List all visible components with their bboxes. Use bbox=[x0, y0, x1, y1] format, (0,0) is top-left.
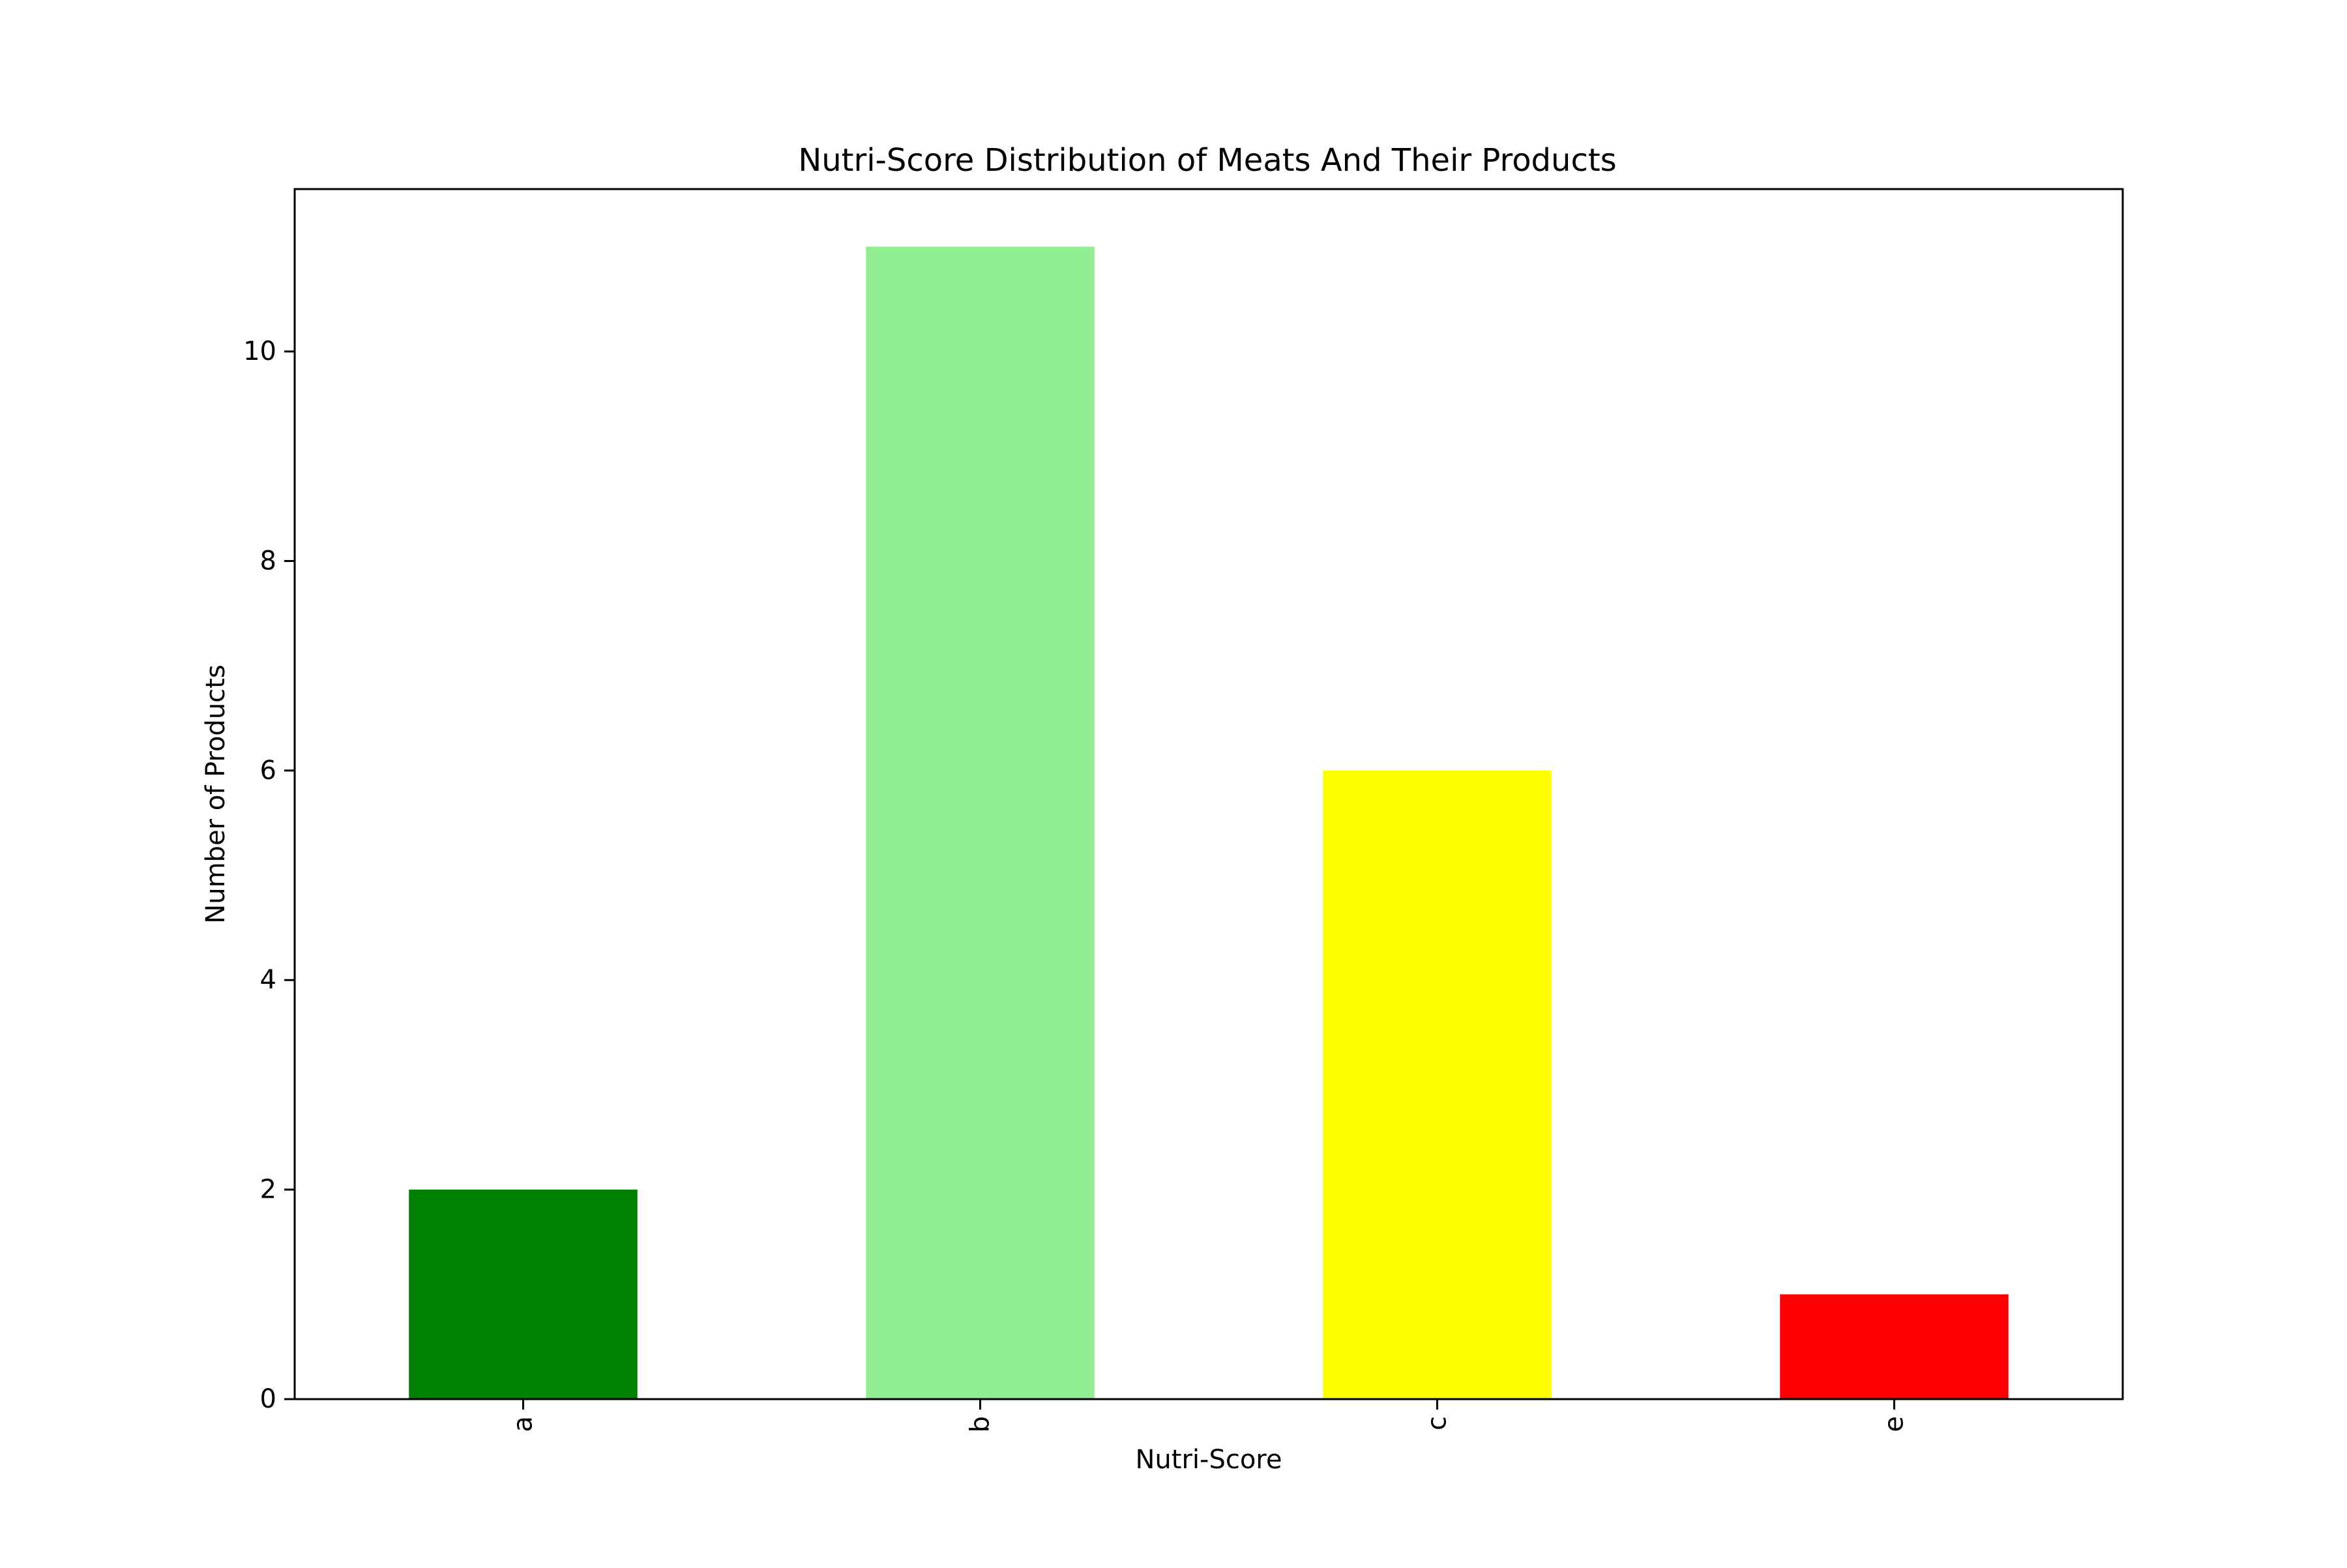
y-axis-label: Number of Products bbox=[201, 664, 231, 923]
y-tick-label: 4 bbox=[260, 965, 276, 995]
y-tick-label: 10 bbox=[243, 336, 276, 366]
x-tick-label-c: c bbox=[1423, 1416, 1453, 1430]
y-tick-label: 0 bbox=[260, 1384, 276, 1414]
bar-a bbox=[409, 1189, 638, 1399]
bar-c bbox=[1323, 770, 1552, 1399]
x-tick-label-b: b bbox=[966, 1416, 996, 1432]
y-tick-label: 2 bbox=[260, 1175, 276, 1205]
bar-e bbox=[1780, 1294, 2009, 1399]
chart-title: Nutri-Score Distribution of Meats And Th… bbox=[798, 142, 1616, 179]
plot-frame bbox=[293, 188, 2124, 1400]
x-axis-label: Nutri-Score bbox=[1136, 1445, 1282, 1475]
y-tick-label: 6 bbox=[260, 756, 276, 786]
y-axis-ticks: 0 2 4 6 8 10 bbox=[243, 336, 295, 1414]
x-tick-label-e: e bbox=[1880, 1416, 1910, 1432]
x-tick-label-a: a bbox=[509, 1416, 539, 1432]
bar-b bbox=[866, 246, 1095, 1399]
y-tick-label: 8 bbox=[260, 546, 276, 576]
bars bbox=[409, 246, 2009, 1399]
